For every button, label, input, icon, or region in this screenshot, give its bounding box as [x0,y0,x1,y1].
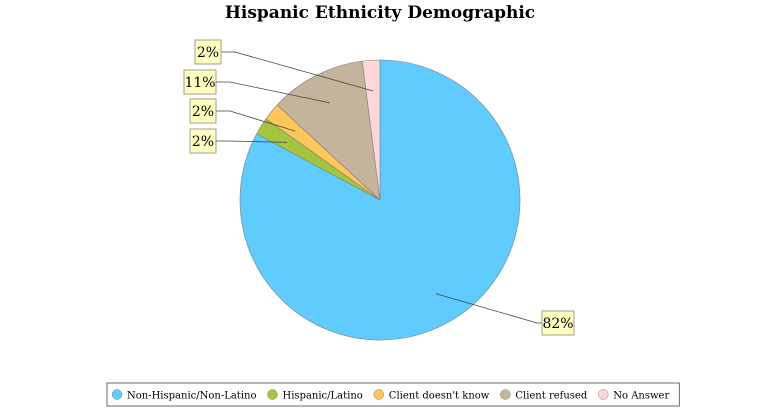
chart-title: Hispanic Ethnicity Demographic [225,3,535,23]
pie-slice-no-answer [361,59,381,201]
legend-swatch-hispanic-latino [267,389,278,400]
legend-swatch-non-hispanic-non-latino [111,389,123,400]
pie-slice-non-hispanic-non-latino [239,59,521,341]
data-label-box-hispanic-latino [189,128,217,154]
leader-line-hispanic-latino [216,140,288,143]
legend-label-client-refused: Client refused [515,391,587,402]
leader-line-client-refused [216,81,331,104]
leader-line-client-doesn-t-know [216,110,296,132]
legend-swatch-client-doesn-t-know [373,389,385,400]
legend-label-non-hispanic-non-latino: Non-Hispanic/Non-Latino [127,391,256,402]
data-label-box-no-answer [194,39,222,65]
legend-label-hispanic-latino: Hispanic/Latino [282,391,362,402]
pie-slice-client-refused [276,60,381,201]
data-label-no-answer: 2% [197,45,219,61]
pie-slices [239,59,521,341]
pie-data-labels: 82% 2% 2% 11% 2% [183,39,575,336]
data-label-box-client-refused [183,69,217,95]
legend-frame [106,382,680,407]
legend-label-client-doesn-t-know: Client doesn't know [389,391,490,402]
data-label-client-refused: 11% [184,75,215,91]
leader-line-no-answer [221,51,374,92]
legend-label-no-answer: No Answer [613,391,669,402]
legend-swatch-no-answer [598,389,609,400]
leader-line-non-hispanic-non-latino [435,293,542,324]
legend-swatch-client-refused [500,389,511,400]
data-label-box-client-doesn-t-know [189,98,217,124]
data-label-client-doesn-t-know: 2% [192,104,214,120]
data-label-hispanic-latino: 2% [192,134,214,150]
data-label-box-non-hispanic-non-latino [541,310,575,336]
data-label-non-hispanic-non-latino: 82% [542,316,573,332]
chart-legend: Non-Hispanic/Non-Latino Hispanic/Latino Cl… [106,382,680,407]
